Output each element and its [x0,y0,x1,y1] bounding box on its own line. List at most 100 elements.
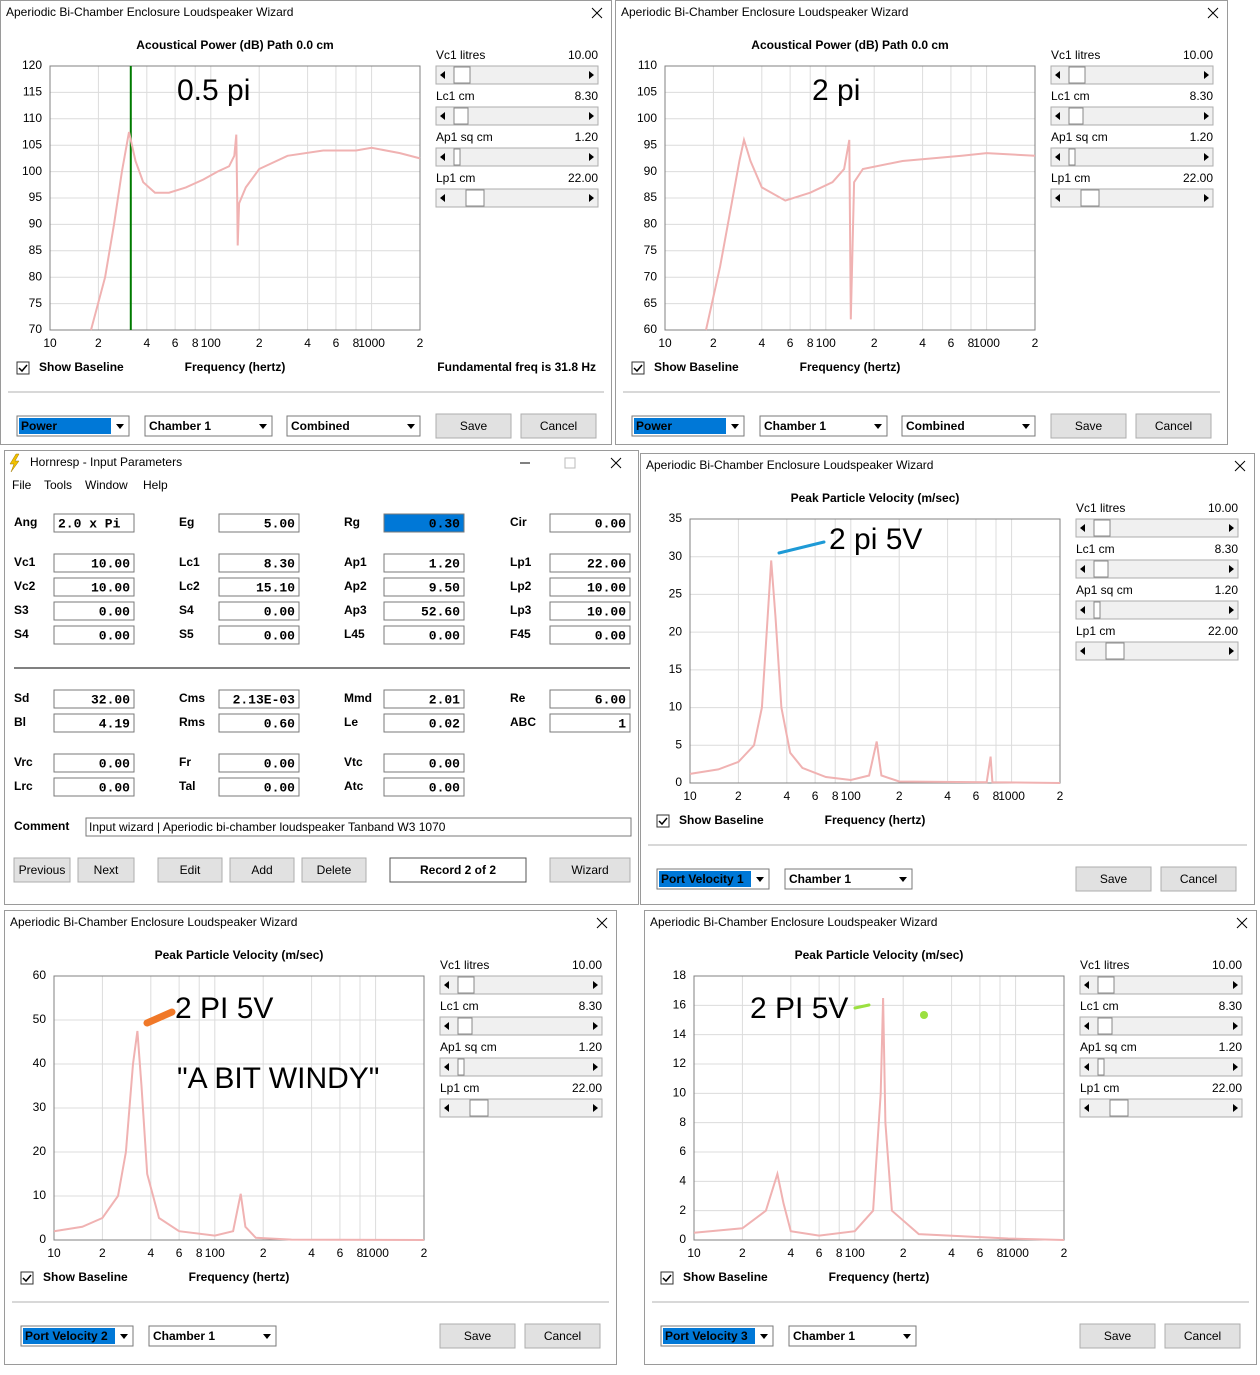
close-icon[interactable] [591,7,603,19]
slider-thumb[interactable] [1097,1058,1105,1076]
slider-arrow-left[interactable] [1080,524,1085,532]
button[interactable] [229,857,295,883]
slider-arrow-left[interactable] [1084,1104,1089,1112]
slider-arrow-left[interactable] [440,194,445,202]
cancel-button[interactable] [1164,1323,1241,1349]
checkbox[interactable] [656,814,670,828]
slider-thumb[interactable] [457,1017,473,1035]
slider-arrow-left[interactable] [1084,1063,1089,1071]
field-box[interactable] [218,553,300,573]
slider-thumb[interactable] [457,976,475,994]
field-box[interactable] [218,777,300,797]
slider-arrow-right[interactable] [589,153,594,161]
checkbox[interactable] [20,1271,34,1285]
slider-arrow-right[interactable] [1229,524,1234,532]
save-button[interactable] [435,413,512,439]
field-box[interactable] [218,689,300,709]
button[interactable] [13,857,71,883]
save-button[interactable] [1075,866,1152,892]
button[interactable] [301,857,367,883]
slider-arrow-left[interactable] [1055,153,1060,161]
field-box[interactable] [53,577,135,597]
field-box[interactable] [218,513,300,533]
slider-arrow-left[interactable] [444,1104,449,1112]
cancel-button[interactable] [524,1323,601,1349]
slider-track[interactable] [1075,518,1239,538]
dropdown[interactable] [144,415,273,437]
dropdown[interactable] [286,415,421,437]
slider-arrow-left[interactable] [1055,194,1060,202]
slider-thumb[interactable] [465,189,485,207]
cancel-button[interactable] [1160,866,1237,892]
field-box[interactable] [383,553,465,573]
slider-arrow-right[interactable] [589,71,594,79]
slider-thumb[interactable] [1068,66,1086,84]
slider-arrow-right[interactable] [1233,1104,1238,1112]
slider-arrow-right[interactable] [1229,606,1234,614]
slider-thumb[interactable] [1105,642,1125,660]
slider-track[interactable] [1050,65,1214,85]
slider-arrow-right[interactable] [593,1104,598,1112]
slider-arrow-right[interactable] [1233,981,1238,989]
slider-arrow-left[interactable] [440,112,445,120]
field-box[interactable] [383,689,465,709]
slider-thumb[interactable] [453,107,469,125]
slider-thumb[interactable] [469,1099,489,1117]
comment-box[interactable] [85,817,632,837]
slider-arrow-left[interactable] [440,153,445,161]
field-box[interactable] [549,689,631,709]
slider-track[interactable] [1050,106,1214,126]
slider-arrow-right[interactable] [593,981,598,989]
field-box[interactable] [549,553,631,573]
slider-thumb[interactable] [453,66,471,84]
save-button[interactable] [439,1323,516,1349]
slider-arrow-right[interactable] [1204,194,1209,202]
field-box[interactable] [549,625,631,645]
slider-arrow-left[interactable] [1080,606,1085,614]
slider-thumb[interactable] [1097,1017,1113,1035]
slider-track[interactable] [435,65,599,85]
slider-thumb[interactable] [1093,519,1111,537]
field-box[interactable] [383,753,465,773]
slider-track[interactable] [1050,147,1214,167]
slider-arrow-left[interactable] [440,71,445,79]
cancel-button[interactable] [520,413,597,439]
button[interactable] [157,857,223,883]
slider-track[interactable] [1075,559,1239,579]
dropdown[interactable] [788,1325,917,1347]
slider-track[interactable] [435,106,599,126]
slider-track[interactable] [439,1016,603,1036]
field-box[interactable] [53,625,135,645]
field-box[interactable] [549,713,631,733]
cancel-button[interactable] [1135,413,1212,439]
field-box[interactable] [383,513,465,533]
slider-thumb[interactable] [453,148,461,166]
slider-thumb[interactable] [457,1058,465,1076]
field-box[interactable] [53,777,135,797]
field-box[interactable] [383,577,465,597]
slider-track[interactable] [1075,641,1239,661]
field-box[interactable] [549,601,631,621]
slider-arrow-left[interactable] [1084,1022,1089,1030]
slider-arrow-right[interactable] [1229,647,1234,655]
field-box[interactable] [549,513,631,533]
field-box[interactable] [383,713,465,733]
field-box[interactable] [53,753,135,773]
field-box[interactable] [383,777,465,797]
slider-arrow-right[interactable] [1233,1063,1238,1071]
field-box[interactable] [383,601,465,621]
slider-track[interactable] [439,1057,603,1077]
slider-arrow-right[interactable] [1204,112,1209,120]
close-icon[interactable] [596,917,608,929]
field-box[interactable] [218,713,300,733]
close-icon[interactable] [1234,460,1246,472]
slider-arrow-left[interactable] [444,981,449,989]
slider-arrow-right[interactable] [1204,71,1209,79]
slider-thumb[interactable] [1093,601,1101,619]
slider-track[interactable] [1079,1098,1243,1118]
field-box[interactable] [218,753,300,773]
field-box[interactable] [218,601,300,621]
slider-arrow-left[interactable] [1080,565,1085,573]
dropdown[interactable] [759,415,888,437]
field-box[interactable] [53,689,135,709]
